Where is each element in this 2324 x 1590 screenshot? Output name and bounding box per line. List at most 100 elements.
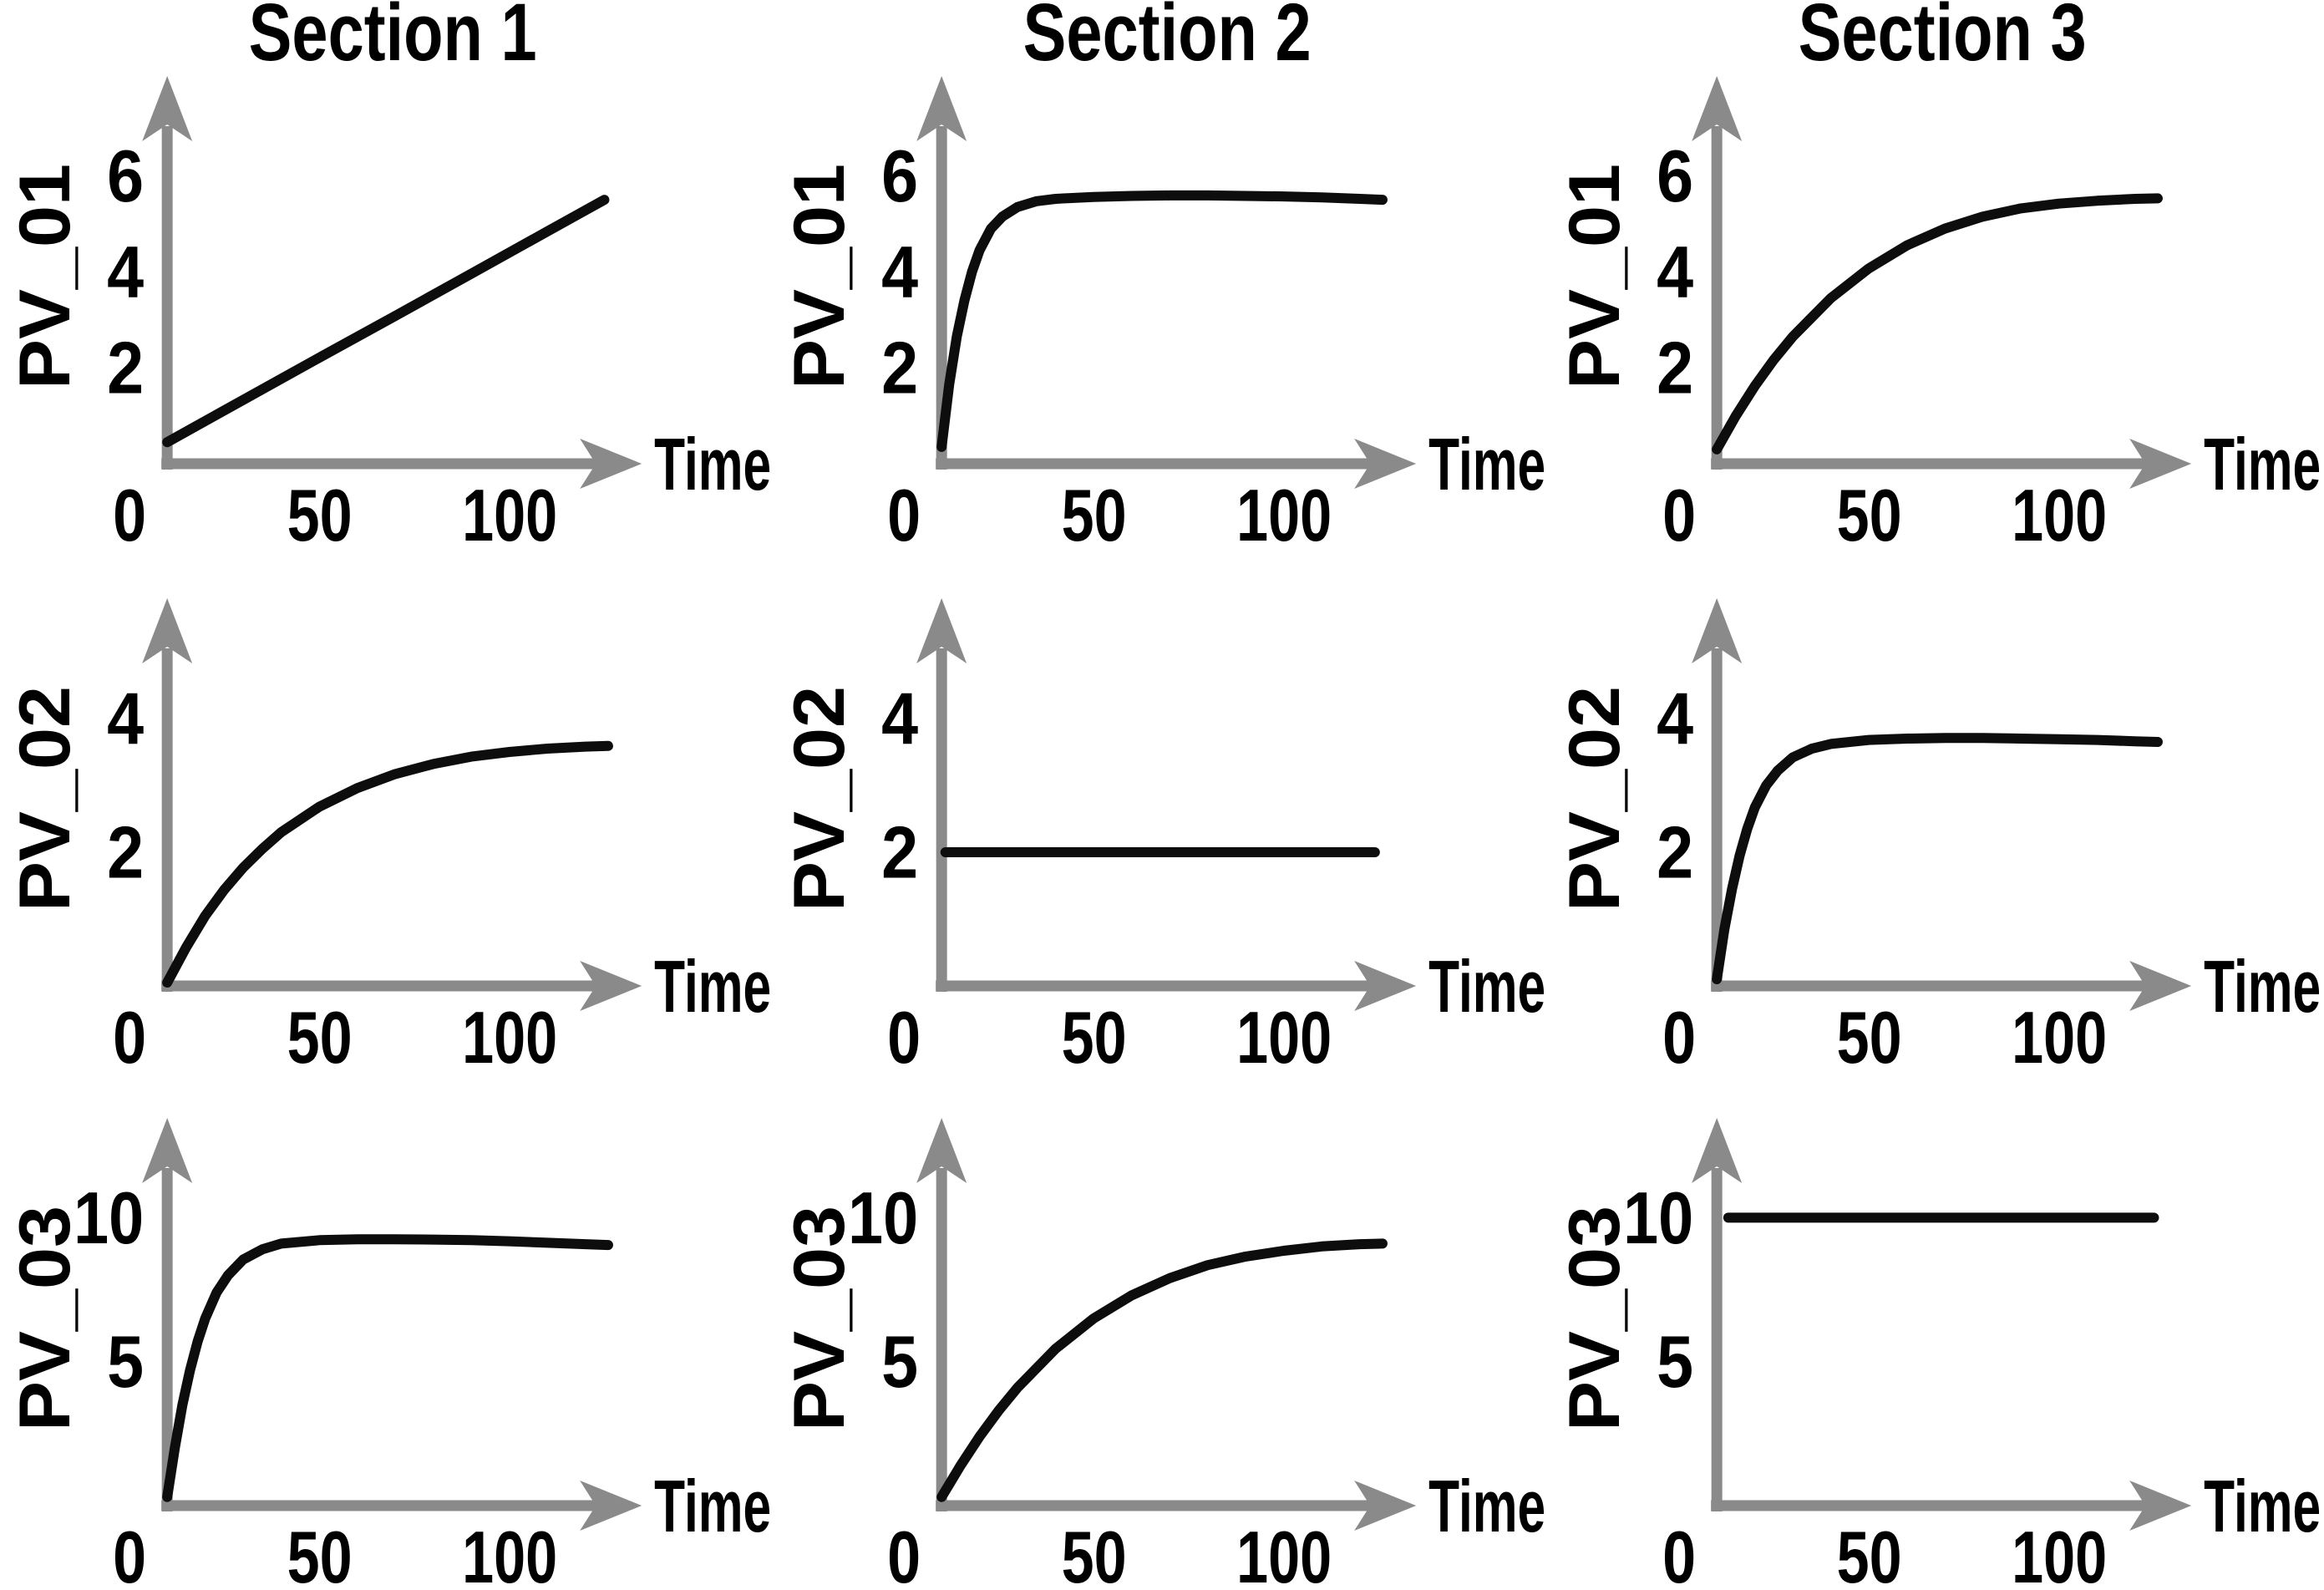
data-curve [936,190,1388,452]
chart-section-2-pv_02: Time 0 50 100 2 4 PV_02 [779,598,1545,1071]
section-title: Section 3 [1798,0,2086,78]
y-tick-label: 6 [1657,135,1693,217]
y-axis-label: PV_02 [5,686,85,912]
x-axis-arrowhead [1354,961,1417,1011]
x-tick-label: 50 [1836,474,1901,551]
data-curve [162,740,613,988]
x-axis-arrowhead [580,439,642,489]
y-axis-label: PV_02 [1555,686,1635,912]
data-curve [1711,733,2163,984]
x-tick-label: 50 [287,474,353,551]
x-tick-label: 0 [887,996,921,1071]
x-tick-label: 100 [2012,996,2107,1071]
x-tick-label: 0 [887,474,921,551]
y-tick-label: 2 [881,327,918,409]
x-tick-label: 0 [887,1516,921,1590]
y-tick-label: 5 [881,1320,918,1403]
x-axis-arrowhead [2129,961,2191,1011]
x-tick-label: 50 [287,996,353,1071]
x-tick-label: 50 [1062,1516,1127,1590]
data-curve [1711,193,2163,455]
x-axis-arrowhead [580,961,642,1011]
x-tick-label: 50 [1062,474,1127,551]
x-tick-label: 50 [1836,1516,1901,1590]
y-tick-label: 4 [107,678,144,760]
y-axis-arrowhead [142,598,193,663]
y-tick-label: 2 [1657,327,1693,409]
x-tick-label: 0 [1662,1516,1696,1590]
y-tick-label: 4 [107,231,144,313]
section-title: Section 2 [1023,0,1312,78]
y-tick-label: 6 [107,135,144,217]
x-tick-label: 100 [2012,1516,2107,1590]
x-tick-label: 100 [462,996,557,1071]
y-axis-label: PV_03 [779,1206,860,1431]
chart-section-1-pv_01: Section 1 Time 0 50 100 2 4 6 PV_01 [5,0,771,551]
subplot-r1-c0: Time 0 50 100 2 4 PV_02 [0,551,774,1071]
y-axis-arrowhead [916,1118,967,1183]
x-tick-label: 0 [113,996,146,1071]
y-tick-label: 2 [107,811,144,894]
data-curve [162,1234,613,1502]
y-tick-label: 10 [74,1176,144,1259]
subplot-r0-c0: Section 1 Time 0 50 100 2 4 6 PV_01 [0,0,774,551]
data-curve [162,195,610,448]
subplot-r0-c2: Section 3 Time 0 50 100 2 4 6 PV_01 [1550,0,2324,551]
x-tick-label: 100 [462,474,557,551]
y-tick-label: 5 [107,1320,144,1403]
time-label: Time [2204,945,2321,1028]
time-label: Time [1428,1465,1545,1547]
y-axis-label: PV_01 [1555,164,1635,389]
x-tick-label: 50 [1836,996,1901,1071]
x-tick-label: 0 [113,474,146,551]
section-title: Section 1 [249,0,537,78]
y-tick-label: 2 [1657,811,1693,894]
y-tick-label: 6 [881,135,918,217]
x-tick-label: 100 [1236,474,1332,551]
chart-section-2-pv_01: Section 2 Time 0 50 100 2 4 6 PV_01 [779,0,1545,551]
subplot-r1-c1: Time 0 50 100 2 4 PV_02 [774,551,1549,1071]
time-label: Time [2204,1465,2321,1547]
y-tick-label: 4 [1657,678,1693,760]
y-axis-label: PV_01 [779,164,860,389]
chart-section-3-pv_01: Section 3 Time 0 50 100 2 4 6 PV_01 [1555,0,2321,551]
y-tick-label: 2 [881,811,918,894]
time-label: Time [654,423,771,505]
time-label: Time [1428,945,1545,1028]
subplot-r2-c1: Time 0 50 100 5 10 PV_03 [774,1071,1549,1590]
y-axis-label: PV_03 [1555,1206,1635,1431]
x-tick-label: 0 [1662,474,1696,551]
time-label: Time [654,1465,771,1547]
x-tick-label: 100 [2012,474,2107,551]
x-tick-label: 100 [462,1516,557,1590]
y-axis-arrowhead [916,598,967,663]
y-axis-label: PV_03 [5,1206,85,1431]
y-tick-label: 10 [1623,1176,1693,1259]
subplot-r1-c2: Time 0 50 100 2 4 PV_02 [1550,551,2324,1071]
subplot-r2-c0: Time 0 50 100 5 10 PV_03 [0,1071,774,1590]
x-tick-label: 50 [287,1516,353,1590]
x-axis-arrowhead [1354,1481,1417,1531]
x-axis-arrowhead [1354,439,1417,489]
subplot-r2-c2: Time 0 50 100 5 10 PV_03 [1550,1071,2324,1590]
y-tick-label: 10 [848,1176,918,1259]
y-axis-arrowhead [1691,1118,1742,1183]
chart-section-3-pv_02: Time 0 50 100 2 4 PV_02 [1555,598,2321,1071]
x-tick-label: 0 [113,1516,146,1590]
x-tick-label: 0 [1662,996,1696,1071]
time-label: Time [1428,423,1545,505]
x-tick-label: 100 [1236,996,1332,1071]
y-tick-label: 4 [1657,231,1693,313]
x-axis-arrowhead [2129,439,2191,489]
y-tick-label: 2 [107,327,144,409]
subplot-r0-c1: Section 2 Time 0 50 100 2 4 6 PV_01 [774,0,1549,551]
y-axis-arrowhead [142,76,193,141]
y-tick-label: 4 [881,231,918,313]
x-axis-arrowhead [580,1481,642,1531]
y-axis-arrowhead [916,76,967,141]
x-axis-arrowhead [2129,1481,2191,1531]
time-label: Time [654,945,771,1028]
